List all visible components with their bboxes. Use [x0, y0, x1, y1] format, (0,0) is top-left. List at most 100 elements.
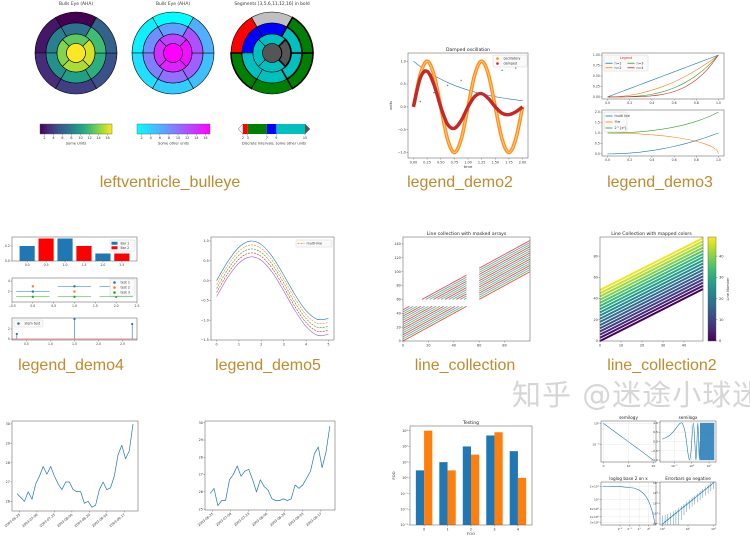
collection-line: [478, 242, 531, 271]
x-tick-label: 10¹: [707, 464, 712, 468]
series-line: [216, 244, 329, 325]
x-tick-label: 10⁰: [689, 464, 695, 468]
x-tick-label: 0.00: [410, 160, 418, 164]
x-tick-label: 1.0: [72, 304, 77, 308]
x-tick-label: 2003-08-06: [56, 513, 73, 528]
x-tick-label: 2.5: [135, 304, 140, 308]
legend-label: Bar 2: [121, 246, 130, 250]
x-tick-label: 1.0: [63, 263, 68, 267]
colorbar: [136, 123, 211, 135]
collection-line: [452, 291, 467, 300]
colorbar-tick-label: 16: [203, 136, 207, 140]
series-line: [607, 54, 719, 98]
collection-line: [478, 248, 531, 277]
x-tick-label: 2⁻³: [618, 527, 623, 531]
colorbar: [707, 236, 717, 342]
x-tick-label: 2003-09-03: [91, 513, 108, 528]
caption-legend-demo2[interactable]: legend_demo2: [407, 174, 513, 191]
caption-legend-demo3[interactable]: legend_demo3: [607, 174, 713, 191]
y-tick-label: 2: [8, 327, 10, 331]
colorbar-tick-label: 0: [719, 339, 722, 343]
x-tick-label: 2003-07-23: [39, 513, 56, 528]
x-tick-label: 2: [470, 527, 472, 531]
y-tick-label: 0.50: [593, 74, 600, 78]
x-tick-label: 20: [640, 343, 644, 347]
colorbar-label: Line Number: [726, 277, 730, 301]
legend-label: test 3: [121, 291, 130, 295]
plot-border: [600, 420, 657, 463]
collection-line: [478, 267, 531, 296]
colorbar-interval: [247, 124, 267, 134]
caption-legend-demo4[interactable]: legend_demo4: [18, 357, 124, 374]
colorbar-tick-label: 9: [275, 136, 277, 140]
caption-legend-demo5[interactable]: legend_demo5: [215, 357, 321, 374]
chart-title: semilogy: [619, 415, 638, 420]
caption-line-collection2[interactable]: line_collection2: [607, 357, 717, 374]
x-tick-label: 2.0: [96, 342, 101, 346]
data-point: [31, 295, 35, 298]
series-dotted-point: [433, 92, 435, 94]
legend-label: test 1: [121, 281, 130, 285]
y-tick-label: 10⁻³: [400, 523, 408, 527]
x-tick-label: 10: [619, 343, 623, 347]
series-dotted-point: [419, 100, 421, 103]
bar: [57, 238, 73, 261]
series-line: [607, 111, 719, 134]
legend-marker: [113, 286, 116, 289]
series-line: [607, 54, 719, 98]
x-tick-label: 2003-09-17: [109, 513, 126, 528]
legend-label: Bar 1: [121, 241, 130, 245]
colorbar-interval: [276, 124, 305, 134]
bullseye-title: Segments [3,5,6,11,12,16] in bold: [234, 1, 309, 7]
bar: [19, 246, 35, 261]
collection-line: [478, 246, 531, 275]
y-tick-label: 6×10⁰: [590, 507, 600, 511]
y-tick-label: 1.00: [593, 53, 600, 57]
x-tick-label: 0.75: [451, 160, 459, 164]
x-tick-label: 2003-08-06: [251, 512, 268, 527]
caption-line-collection[interactable]: line_collection: [414, 357, 516, 374]
y-tick-label: 10⁻¹: [400, 492, 408, 496]
x-tick-label: 1.75: [505, 160, 513, 164]
x-tick-label: 2003-07-09: [215, 512, 232, 527]
x-tick-label: 30: [661, 343, 665, 347]
collection-line: [440, 285, 467, 300]
colorbar-tick-label: 2: [140, 136, 142, 140]
x-tick-label: 2003-06-25: [4, 513, 21, 528]
collection-line: [599, 262, 704, 317]
stem-marker: [131, 322, 134, 326]
y-tick-label: 0.5: [653, 430, 658, 434]
legend-label: stem test: [25, 322, 41, 326]
x-tick-label: 20: [426, 343, 430, 347]
x-tick-label: 1.5: [82, 263, 87, 267]
x-tick-label: 0.0: [605, 158, 610, 162]
plot-border: [407, 52, 529, 159]
x-tick-label: 2³: [647, 527, 651, 531]
bar: [517, 477, 527, 525]
chart-title: Testing: [462, 420, 479, 426]
x-tick-label: 0: [423, 527, 425, 531]
collection-line: [433, 280, 467, 300]
collection-line: [402, 305, 467, 342]
series-dotted-point: [446, 84, 449, 87]
x-tick-label: 0: [603, 464, 605, 468]
colorbar-tick-label: 8: [168, 136, 170, 140]
legend-label: oscillatory: [504, 57, 521, 61]
bullseye-segment: [163, 43, 183, 63]
y-axis-label: volts: [388, 101, 393, 110]
legend-marker: [113, 281, 116, 284]
y-tick-label: 0.2: [5, 244, 10, 248]
collection-line: [429, 278, 467, 300]
plot-border: [599, 236, 704, 342]
y-tick-label: 0.5: [203, 259, 208, 263]
colorbar-tick-label: 10: [176, 136, 180, 140]
y-tick-label: 0: [399, 339, 401, 343]
y-tick-label: 26: [6, 499, 10, 503]
y-tick-label: 0.0: [653, 440, 658, 444]
caption-leftventricle-bulleye[interactable]: leftventricle_bulleye: [99, 174, 241, 191]
y-tick-label: 1.0: [653, 421, 658, 425]
x-tick-label: 1.50: [491, 160, 499, 164]
x-tick-label: 0.50: [437, 160, 445, 164]
x-tick-label: 2003-07-09: [21, 513, 38, 528]
